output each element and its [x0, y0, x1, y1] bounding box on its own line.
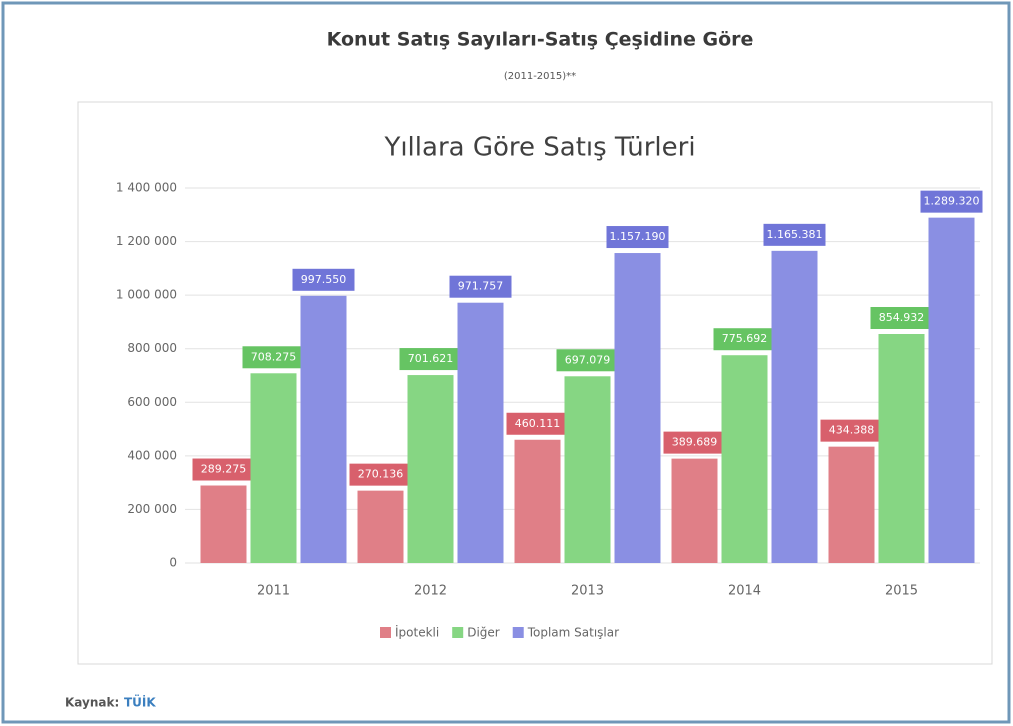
bar [457, 302, 504, 563]
value-label: 775.692 [722, 332, 768, 345]
y-tick-label: 800 000 [127, 341, 177, 355]
value-label: 697.079 [565, 353, 611, 366]
value-label: 1.157.190 [610, 230, 666, 243]
value-label-box [713, 328, 776, 351]
value-label-box [399, 348, 462, 371]
value-label-box [663, 431, 726, 454]
x-tick-label: 2012 [414, 584, 447, 599]
bar [407, 375, 454, 563]
bar [671, 458, 718, 563]
bar [250, 373, 297, 563]
subtitle: (2011-2015)** [504, 71, 576, 82]
legend-label: İpotekli [395, 625, 439, 640]
bar [928, 217, 975, 563]
y-tick-label: 1 000 000 [116, 288, 177, 302]
value-label-box [506, 412, 569, 435]
value-label: 971.757 [458, 280, 504, 293]
bar [878, 334, 925, 563]
value-label-box [242, 346, 305, 369]
value-label-box [763, 223, 826, 246]
value-label-box [449, 275, 512, 298]
value-label-box [920, 190, 983, 213]
legend-label: Diğer [467, 626, 500, 640]
y-tick-label: 0 [169, 556, 177, 570]
legend-swatch [452, 627, 464, 638]
bar [514, 439, 561, 563]
value-label-box [192, 458, 255, 481]
chart-title: Yıllara Göre Satış Türleri [383, 133, 695, 163]
bar [300, 295, 347, 563]
bar [200, 485, 247, 563]
chart-box [77, 101, 993, 665]
bar [614, 253, 661, 563]
value-label-box [870, 307, 933, 330]
bar [828, 446, 875, 563]
y-tick-label: 400 000 [127, 448, 177, 462]
value-label: 389.689 [672, 436, 718, 449]
value-label: 460.111 [515, 417, 561, 430]
value-label: 708.275 [251, 350, 297, 363]
value-label-box [349, 463, 412, 486]
legend-swatch [380, 627, 391, 638]
legend-swatch [512, 627, 524, 638]
y-tick-label: 1 400 000 [116, 181, 177, 195]
value-label-box [820, 419, 883, 442]
x-tick-label: 2014 [728, 584, 761, 599]
bar [357, 490, 404, 563]
x-tick-label: 2013 [571, 584, 604, 599]
value-label-box [606, 226, 669, 249]
legend-label: Toplam Satışlar [527, 626, 619, 640]
page-title: Konut Satış Sayıları-Satış Çeşidine Göre [327, 29, 754, 51]
value-label: 854.932 [879, 311, 925, 324]
x-tick-label: 2011 [257, 584, 290, 599]
y-tick-label: 200 000 [127, 502, 177, 516]
y-tick-label: 600 000 [127, 395, 177, 409]
bar [721, 355, 768, 563]
value-label: 997.550 [301, 273, 347, 286]
value-label: 1.289.320 [924, 195, 980, 208]
bar [771, 250, 818, 564]
y-tick-label: 1 200 000 [116, 234, 177, 248]
x-tick-label: 2015 [885, 584, 918, 599]
value-label: 289.275 [201, 463, 247, 476]
value-label: 701.621 [408, 352, 454, 365]
value-label-box [556, 349, 619, 372]
value-label: 1.165.381 [767, 228, 823, 241]
source-label: Kaynak: [65, 696, 119, 710]
value-label: 434.388 [829, 424, 875, 437]
bar [564, 376, 611, 563]
value-label: 270.136 [358, 468, 404, 481]
value-label-box [292, 268, 355, 291]
source: TÜİK [124, 695, 156, 710]
